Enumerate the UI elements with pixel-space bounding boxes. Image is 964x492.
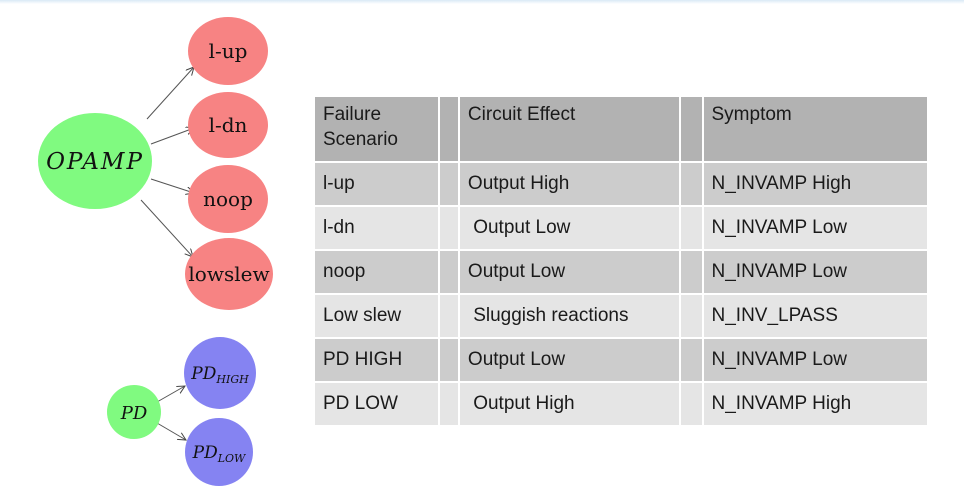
cell-symptom: N_INVAMP Low <box>703 339 927 381</box>
cell-gap <box>439 383 458 425</box>
table-row: PD LOW Output High N_INVAMP High <box>315 383 927 425</box>
node-pd-low-label: PDLOW <box>192 443 247 465</box>
header-gap-2 <box>681 97 702 161</box>
cell-symptom: N_INVAMP High <box>703 163 927 205</box>
header-symptom: Symptom <box>703 97 927 161</box>
cell-effect: Output High <box>459 163 680 205</box>
node-lowslew-label: lowslew <box>188 262 269 286</box>
cell-scenario: noop <box>315 251 438 293</box>
table-header-row: Failure Scenario Circuit Effect Symptom <box>315 97 927 161</box>
cell-gap <box>681 163 702 205</box>
cell-effect: Output Low <box>459 251 680 293</box>
node-opamp: OPAMP <box>38 113 152 209</box>
cell-effect: Output High <box>459 383 680 425</box>
top-edge-strip <box>0 0 964 4</box>
cell-gap <box>439 207 458 249</box>
cell-gap <box>439 163 458 205</box>
cell-effect: Output Low <box>459 339 680 381</box>
cell-gap <box>439 339 458 381</box>
node-opamp-label: OPAMP <box>46 149 144 175</box>
arrow-opamp-lup <box>146 67 194 120</box>
header-failure-scenario: Failure Scenario <box>315 97 438 161</box>
cell-scenario: Low slew <box>315 295 438 337</box>
node-lup: l-up <box>188 17 268 85</box>
node-pd-label: PD <box>120 403 148 424</box>
node-noop: noop <box>188 165 268 233</box>
pd-arrows <box>156 386 186 440</box>
cell-gap <box>681 207 702 249</box>
node-noop-label: noop <box>203 187 253 211</box>
cell-scenario: PD HIGH <box>315 339 438 381</box>
node-ldn-label: l-dn <box>209 113 248 137</box>
arrow-pd-low <box>156 422 186 440</box>
arrow-pd-high <box>156 386 185 403</box>
header-gap-1 <box>439 97 458 161</box>
cell-scenario: PD LOW <box>315 383 438 425</box>
cell-scenario: l-dn <box>315 207 438 249</box>
node-pd-low: PDLOW <box>185 418 253 486</box>
table-row: l-dn Output Low N_INVAMP Low <box>315 207 927 249</box>
cell-symptom: N_INV_LPASS <box>703 295 927 337</box>
opamp-arrows <box>140 67 194 257</box>
arrow-opamp-lowslew <box>140 199 193 257</box>
node-pd-high: PDHIGH <box>184 337 256 409</box>
cell-gap <box>681 339 702 381</box>
cell-symptom: N_INVAMP Low <box>703 251 927 293</box>
cell-gap <box>681 295 702 337</box>
arrow-opamp-noop <box>150 178 194 193</box>
arrow-opamp-ldn <box>150 128 194 145</box>
cell-effect: Sluggish reactions <box>459 295 680 337</box>
failure-scenario-table: Failure Scenario Circuit Effect Symptom … <box>313 95 929 427</box>
cell-gap <box>439 295 458 337</box>
cell-gap <box>681 383 702 425</box>
table-row: noop Output Low N_INVAMP Low <box>315 251 927 293</box>
node-pd-high-label: PDHIGH <box>190 364 249 386</box>
cell-gap <box>439 251 458 293</box>
table-row: Low slew Sluggish reactions N_INV_LPASS <box>315 295 927 337</box>
header-circuit-effect: Circuit Effect <box>459 97 680 161</box>
table-row: PD HIGH Output Low N_INVAMP Low <box>315 339 927 381</box>
cell-gap <box>681 251 702 293</box>
cell-symptom: N_INVAMP High <box>703 383 927 425</box>
node-ldn: l-dn <box>188 92 268 158</box>
table-row: l-up Output High N_INVAMP High <box>315 163 927 205</box>
cell-effect: Output Low <box>459 207 680 249</box>
fault-tree-diagram: OPAMP l-up l-dn noop lowslew PD PDHIGH <box>38 17 273 486</box>
cell-symptom: N_INVAMP Low <box>703 207 927 249</box>
node-lup-label: l-up <box>209 39 248 63</box>
cell-scenario: l-up <box>315 163 438 205</box>
node-lowslew: lowslew <box>185 238 273 310</box>
node-pd: PD <box>107 385 161 439</box>
